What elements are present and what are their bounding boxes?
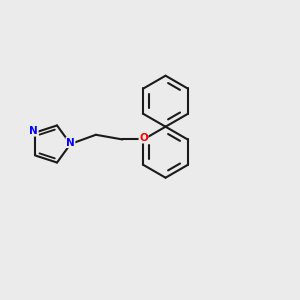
Text: N: N <box>29 126 38 136</box>
Text: O: O <box>139 133 148 143</box>
Text: N: N <box>66 137 75 148</box>
